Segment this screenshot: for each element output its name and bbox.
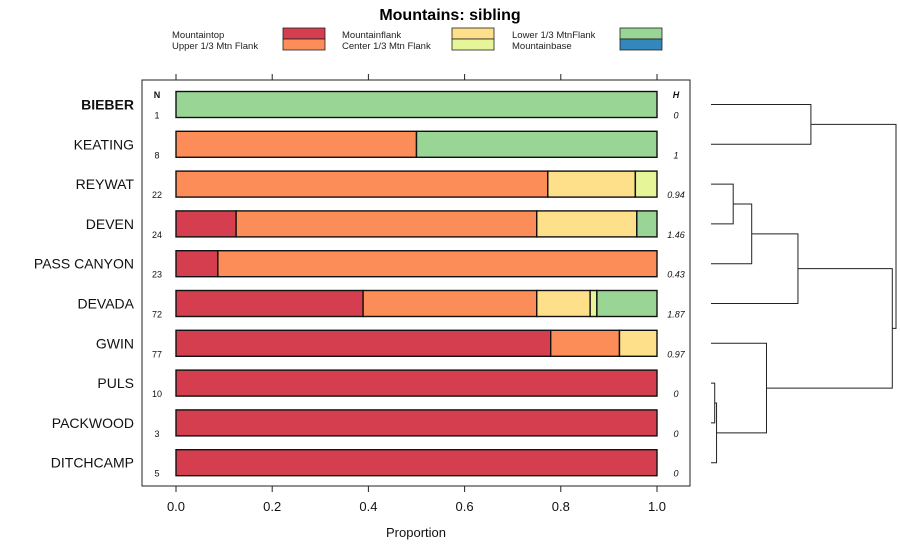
x-axis-label: Proportion [386, 525, 446, 540]
category-label: GWIN [96, 335, 134, 351]
bar-segment [175, 210, 237, 238]
legend-label: Lower 1/3 MtnFlank [512, 30, 596, 41]
x-tick-label: 0.6 [456, 499, 474, 514]
legend-swatch [451, 38, 495, 51]
n-value: 77 [152, 349, 162, 359]
dendrogram-branch [810, 123, 897, 329]
bar-segment [175, 289, 364, 318]
bar-segment [175, 130, 418, 159]
bar-segment [536, 289, 591, 318]
category-label: DEVEN [86, 216, 134, 232]
n-value: 22 [152, 190, 162, 200]
category-label: REYWAT [76, 176, 135, 192]
h-column-header: H [673, 90, 680, 100]
bar-segment [175, 329, 552, 357]
legend-swatch [451, 27, 495, 40]
x-tick-label: 0.4 [359, 499, 377, 514]
category-label: KEATING [74, 136, 134, 152]
n-value: 8 [154, 150, 159, 160]
x-axis: 0.0 0.2 0.4 0.6 0.8 1.0 [167, 74, 666, 514]
n-value: 10 [152, 389, 162, 399]
bar-segment [549, 329, 621, 357]
legend-label: Center 1/3 Mtn Flank [342, 41, 431, 52]
bar-segment [175, 249, 219, 278]
x-tick-label: 1.0 [648, 499, 666, 514]
bar-segment [415, 130, 658, 159]
n-value: 1 [154, 111, 159, 121]
bar-segment [596, 289, 658, 318]
category-label: PULS [97, 375, 134, 391]
dendrogram [711, 104, 897, 464]
category-label: PACKWOOD [52, 415, 134, 431]
legend-swatch [282, 38, 326, 51]
dendrogram-branch [711, 233, 799, 304]
category-label: DEVADA [77, 296, 134, 312]
dendrogram-branch [711, 342, 767, 434]
category-label: DITCHCAMP [51, 455, 134, 471]
bar-segment [175, 369, 658, 397]
legend-label: Upper 1/3 Mtn Flank [172, 41, 258, 52]
h-value: 0 [673, 469, 678, 479]
bar-segment [175, 449, 658, 477]
plot-frame [141, 79, 691, 487]
dendrogram-branch [711, 104, 812, 145]
bar-segment [618, 329, 658, 357]
dendrogram-branch [766, 268, 893, 389]
bar-segment [362, 289, 538, 318]
legend-label: Mountainbase [512, 41, 572, 52]
h-value: 1.46 [667, 230, 685, 240]
n-value: 72 [152, 310, 162, 320]
bar-segment [175, 409, 658, 437]
bar-segment [547, 170, 637, 198]
dendrogram-branch [711, 382, 716, 424]
h-value: 0 [673, 429, 678, 439]
h-value: 0.43 [667, 270, 685, 280]
legend-swatch [619, 38, 663, 51]
h-value: 0.97 [667, 349, 686, 359]
h-value: 1 [673, 150, 678, 160]
bar-segment [175, 170, 549, 198]
bar-segment [636, 210, 658, 238]
bar-segment [235, 210, 538, 238]
n-value: 3 [154, 429, 159, 439]
dendrogram-branch [711, 203, 753, 265]
n-value: 5 [154, 469, 159, 479]
bar-segment [175, 90, 658, 119]
h-value: 0.94 [667, 190, 685, 200]
n-value: 23 [152, 270, 162, 280]
dendrogram-branch [711, 402, 718, 464]
category-label: PASS CANYON [34, 256, 134, 272]
legend-swatch [282, 27, 326, 40]
h-value: 0 [673, 389, 678, 399]
x-tick-label: 0.8 [552, 499, 570, 514]
bar-segment [634, 170, 658, 198]
bar-segment [536, 210, 638, 238]
x-tick-label: 0.0 [167, 499, 185, 514]
x-tick-label: 0.2 [263, 499, 281, 514]
bar-segment [217, 249, 658, 278]
n-value: 24 [152, 230, 162, 240]
category-label: BIEBER [81, 97, 134, 113]
legend-label: Mountainflank [342, 30, 401, 41]
bar-segment [589, 289, 598, 318]
dendrogram-branch [711, 183, 734, 225]
n-column-header: N [154, 90, 161, 100]
h-value: 0 [673, 111, 678, 121]
legend-label: Mountaintop [172, 30, 224, 41]
h-value: 1.87 [667, 310, 686, 320]
legend-swatch [619, 27, 663, 40]
chart-title: Mountains: sibling [379, 7, 520, 24]
